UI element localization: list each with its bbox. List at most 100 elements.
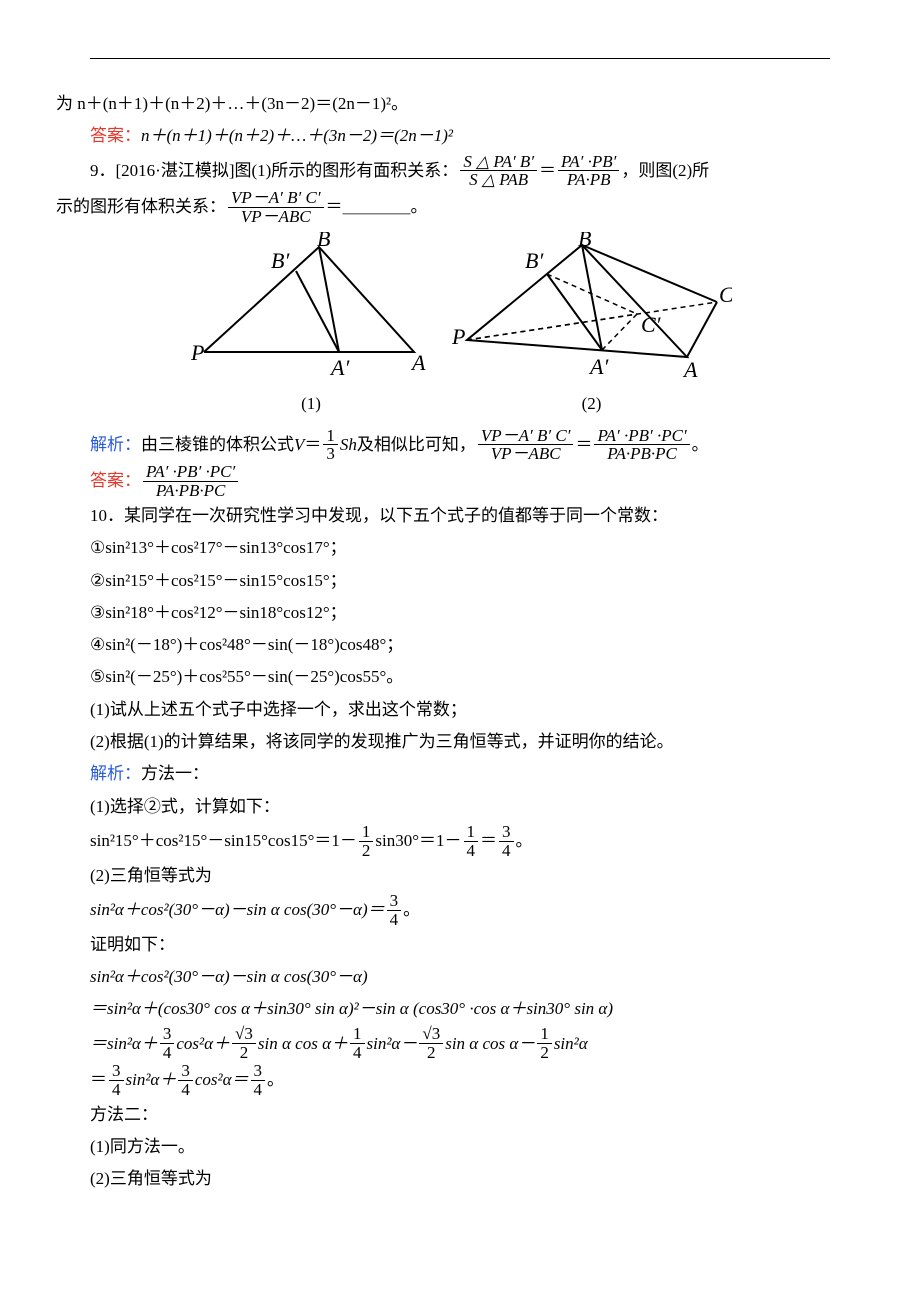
q9-solution: 解析： 由三棱锥的体积公式 V ＝ 1 3 Sh 及相似比可知， VP－A′ B… bbox=[56, 427, 864, 464]
seg: sin²α－ bbox=[367, 1028, 418, 1060]
answer-8-value: n＋(n＋1)＋(n＋2)＋…＋(3n－2)＝(2n－1)² bbox=[141, 126, 453, 145]
q10-s2-proof: 证明如下： bbox=[56, 929, 864, 961]
seg: sin²α bbox=[554, 1028, 588, 1060]
q10-item-1: ①sin²13°＋cos²17°－sin13°cos17°； bbox=[56, 532, 864, 564]
answer-label: 答案： bbox=[90, 126, 141, 145]
frac-num: 3 bbox=[251, 1062, 266, 1081]
frac-num: 3 bbox=[387, 892, 402, 911]
period: 。 bbox=[692, 429, 709, 461]
frac-den: VP－ABC bbox=[228, 208, 324, 226]
seg: cos²α＝ bbox=[195, 1064, 249, 1096]
q9-sol-frac5: PA′ ·PB′ ·PC′ PA·PB·PC bbox=[594, 427, 689, 464]
figure-2: P A′ A B′ B C′ C (2) bbox=[452, 232, 732, 421]
label-P: P bbox=[190, 340, 204, 365]
q9-sol-Sh: Sh bbox=[340, 429, 357, 461]
label-A: A bbox=[682, 357, 698, 377]
eq: ＝ bbox=[480, 825, 497, 857]
frac-num: 1 bbox=[359, 823, 374, 842]
frac-den: 2 bbox=[419, 1044, 443, 1062]
frac-half: 1 2 bbox=[359, 823, 374, 860]
q10-s2-line1: sin²α＋cos²(30°－α)－sin α cos(30°－α) bbox=[56, 961, 864, 993]
q10-item-2: ②sin²15°＋cos²15°－sin15°cos15°； bbox=[56, 565, 864, 597]
label-Ap: A′ bbox=[588, 354, 609, 377]
frac-num: 3 bbox=[499, 823, 514, 842]
figure-1-svg: P A′ A B′ B bbox=[189, 232, 434, 377]
frac-den: 4 bbox=[178, 1081, 193, 1099]
q10-s2-line4: ＝ 34 sin²α＋ 34 cos²α＝ 34 。 bbox=[56, 1062, 864, 1099]
q10-s2-line3: ＝sin²α＋ 34 cos²α＋ √32 sin α cos α＋ 14 si… bbox=[56, 1025, 864, 1062]
q9-frac-area-right: PA′ ·PB′ PA·PB bbox=[558, 153, 619, 190]
seg: sin²α＋ bbox=[126, 1064, 177, 1096]
q9-sol-b: 及相似比可知， bbox=[357, 429, 476, 461]
period: 。 bbox=[267, 1064, 284, 1096]
frac-den: PA·PB·PC bbox=[143, 482, 238, 500]
q10-m2-s1: (1)同方法一。 bbox=[56, 1131, 864, 1163]
frac-num: 3 bbox=[178, 1062, 193, 1081]
q10-method2: 方法二： bbox=[56, 1099, 864, 1131]
top-rule bbox=[90, 58, 830, 59]
frac: 34 bbox=[160, 1025, 175, 1062]
frac: 34 bbox=[251, 1062, 266, 1099]
page-content: 为 n＋(n＋1)＋(n＋2)＋…＋(3n－2)＝(2n－1)²。 答案：n＋(… bbox=[56, 88, 864, 1196]
label-Cp: C′ bbox=[641, 312, 662, 337]
frac-den: 2 bbox=[232, 1044, 256, 1062]
frac: √32 bbox=[419, 1025, 443, 1062]
q9-sol-frac4: VP－A′ B′ C′ VP－ABC bbox=[478, 427, 574, 464]
frac-den: 3 bbox=[323, 445, 338, 463]
frac-den: 4 bbox=[499, 842, 514, 860]
q9-frac-area-left: S △ PA′ B′ S △ PAB bbox=[460, 153, 537, 190]
period: 。 bbox=[403, 894, 420, 926]
label-A: A bbox=[410, 350, 426, 375]
frac-den: 4 bbox=[160, 1044, 175, 1062]
q10-s2-id-a: sin²α＋cos²(30°－α)－sin α cos(30°－α)＝ bbox=[90, 894, 385, 926]
frac: 34 bbox=[178, 1062, 193, 1099]
q10-sub1: (1)试从上述五个式子中选择一个，求出这个常数； bbox=[56, 694, 864, 726]
label-B: B bbox=[578, 232, 591, 251]
eq: ＝ bbox=[575, 429, 592, 461]
q10-s2-line2: ＝sin²α＋(cos30° cos α＋sin30° sin α)²－sin … bbox=[56, 993, 864, 1025]
q10-s1-pick: (1)选择②式，计算如下： bbox=[56, 791, 864, 823]
seg: sin α cos α－ bbox=[445, 1028, 535, 1060]
frac-num: PA′ ·PB′ ·PC′ bbox=[143, 463, 238, 482]
frac-den: 4 bbox=[251, 1081, 266, 1099]
q9-tail: ，则图(2)所 bbox=[621, 155, 709, 187]
frac-num: 1 bbox=[323, 427, 338, 446]
solution-label: 解析： bbox=[90, 764, 141, 783]
label-Bp: B′ bbox=[525, 248, 544, 273]
answer-label: 答案： bbox=[56, 465, 141, 497]
q9-sol-a: 由三棱锥的体积公式 bbox=[141, 429, 294, 461]
frac-den: PA·PB bbox=[558, 171, 619, 189]
q10-item-5: ⑤sin²(－25°)＋cos²55°－sin(－25°)cos55°。 bbox=[56, 661, 864, 693]
figure-2-svg: P A′ A B′ B C′ C bbox=[452, 232, 732, 377]
label-Ap: A′ bbox=[329, 355, 350, 377]
q10-s1-eq: sin²15°＋cos²15°－sin15°cos15°＝1－ 1 2 sin3… bbox=[56, 823, 864, 860]
question-9-line2: 示的图形有体积关系： VP－A′ B′ C′ VP－ABC ＝＿＿＿＿。 bbox=[56, 189, 864, 226]
frac-den: 4 bbox=[109, 1081, 124, 1099]
frac-num: √3 bbox=[419, 1025, 443, 1044]
frac-den: 2 bbox=[537, 1044, 552, 1062]
period: 。 bbox=[516, 825, 533, 857]
q10-s1-a: sin²15°＋cos²15°－sin15°cos15°＝1－ bbox=[90, 825, 357, 857]
figure-1: P A′ A B′ B (1) bbox=[189, 232, 434, 421]
frac-den: 2 bbox=[359, 842, 374, 860]
figures-row: P A′ A B′ B (1) P A′ A B′ bbox=[56, 232, 864, 421]
q10-item-3: ③sin²18°＋cos²12°－sin18°cos12°； bbox=[56, 597, 864, 629]
label-Bp: B′ bbox=[271, 248, 290, 273]
answer-8: 答案：n＋(n＋1)＋(n＋2)＋…＋(3n－2)＝(2n－1)² bbox=[56, 120, 864, 152]
q10-sub2: (2)根据(1)的计算结果，将该同学的发现推广为三角恒等式，并证明你的结论。 bbox=[56, 726, 864, 758]
q10-s2-title: (2)三角恒等式为 bbox=[56, 860, 864, 892]
frac-num: S △ PA′ B′ bbox=[460, 153, 537, 172]
frac: 12 bbox=[537, 1025, 552, 1062]
solution-label: 解析： bbox=[90, 429, 141, 461]
q9-blank: ＝＿＿＿＿。 bbox=[326, 191, 428, 223]
q9-answer-frac: PA′ ·PB′ ·PC′ PA·PB·PC bbox=[143, 463, 238, 500]
frac-den: VP－ABC bbox=[478, 445, 574, 463]
frac-den: 4 bbox=[350, 1044, 365, 1062]
q9-sol-V: V bbox=[294, 429, 304, 461]
q10-lead: 10．某同学在一次研究性学习中发现，以下五个式子的值都等于同一个常数： bbox=[56, 500, 864, 532]
q10-sol: 解析：方法一： bbox=[56, 758, 864, 790]
frac-three-quarters: 3 4 bbox=[499, 823, 514, 860]
frac-num: √3 bbox=[232, 1025, 256, 1044]
eq: ＝ bbox=[539, 155, 556, 187]
q10-s2-identity: sin²α＋cos²(30°－α)－sin α cos(30°－α)＝ 3 4 … bbox=[56, 892, 864, 929]
